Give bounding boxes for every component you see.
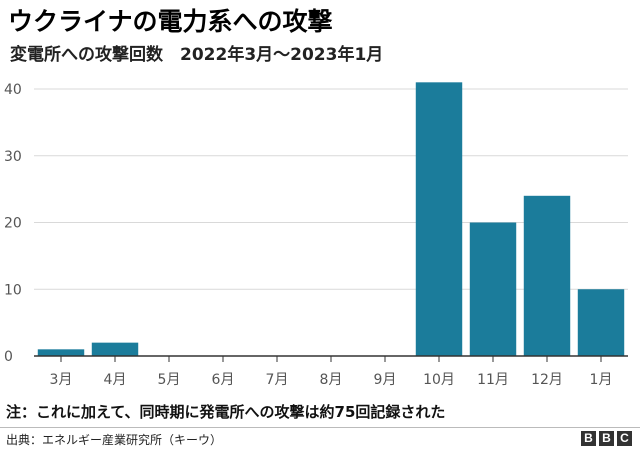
bbc-logo-block: B	[581, 431, 596, 446]
y-tick-label: 30	[4, 149, 22, 165]
x-tick-label: 3月	[50, 372, 73, 388]
bbc-logo-block: B	[599, 431, 614, 446]
x-tick-label: 1月	[590, 372, 613, 388]
source-text: 出典：エネルギー産業研究所（キーウ）	[6, 433, 223, 447]
y-tick-label: 10	[4, 282, 22, 298]
x-tick-label: 8月	[320, 372, 343, 388]
bar	[415, 82, 463, 356]
x-tick-label: 7月	[266, 372, 289, 388]
chart-title: ウクライナの電力系への攻撃	[8, 7, 333, 36]
bar	[37, 349, 85, 356]
x-tick-label: 6月	[212, 372, 235, 388]
x-tick-label: 5月	[158, 372, 181, 388]
y-tick-label: 20	[4, 216, 22, 232]
y-axis-labels: 0 10 20 30 40	[4, 82, 22, 365]
x-tick-label: 10月	[423, 372, 455, 388]
bbc-logo: B B C	[581, 431, 632, 446]
bar	[523, 195, 571, 356]
bar	[91, 342, 139, 356]
x-tick-label: 11月	[477, 372, 509, 388]
x-tick-label: 12月	[531, 372, 563, 388]
bar	[469, 222, 517, 356]
bar-chart: 0 10 20 30 40 3月 4月 5月 6月 7月 8月 9月 10月 11月 12月 1月	[4, 82, 628, 388]
bar	[577, 289, 625, 356]
bars	[37, 82, 625, 356]
x-tick-label: 4月	[104, 372, 127, 388]
x-axis: 3月 4月 5月 6月 7月 8月 9月 10月 11月 12月 1月	[34, 355, 628, 388]
y-tick-label: 0	[4, 349, 13, 365]
chart-subtitle: 変電所への攻撃回数 2022年3月～2023年1月	[10, 45, 384, 65]
bbc-logo-block: C	[617, 431, 632, 446]
footnote: 注：これに加えて、同時期に発電所への攻撃は約75回記録された	[6, 403, 446, 421]
x-tick-label: 9月	[374, 372, 397, 388]
y-tick-label: 40	[4, 82, 22, 98]
divider	[0, 427, 640, 428]
